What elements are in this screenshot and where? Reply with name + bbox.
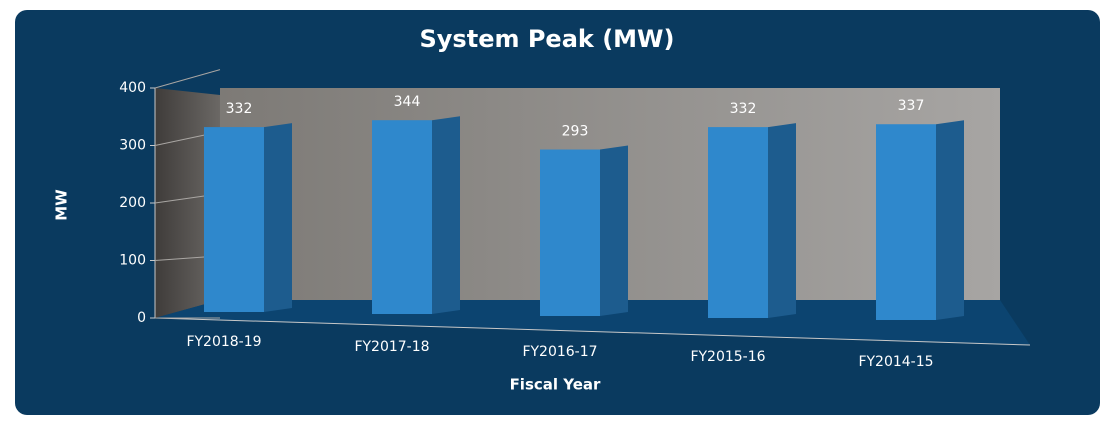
value-label: 332 xyxy=(730,101,757,117)
x-tick-label: FY2018-19 xyxy=(186,334,261,350)
grid-line xyxy=(154,69,221,89)
x-tick-label: FY2017-18 xyxy=(354,339,429,355)
x-tick-label: FY2014-15 xyxy=(858,354,933,370)
y-tick-label: 0 xyxy=(137,310,146,326)
value-label: 332 xyxy=(226,101,253,117)
bar xyxy=(204,127,264,312)
bar-side xyxy=(768,123,796,318)
x-axis xyxy=(154,317,1031,346)
bar-side xyxy=(600,145,628,316)
bar xyxy=(708,127,768,318)
bar xyxy=(876,124,936,320)
side-wall xyxy=(155,88,220,318)
bar-side xyxy=(432,116,460,314)
value-label: 337 xyxy=(898,98,925,114)
chart-title: System Peak (MW) xyxy=(420,25,675,53)
x-tick-label: FY2015-16 xyxy=(690,349,765,365)
y-tick-label: 200 xyxy=(119,195,146,211)
y-axis-title: MW xyxy=(53,189,71,221)
value-label: 344 xyxy=(394,94,421,110)
x-axis-title: Fiscal Year xyxy=(510,376,601,394)
y-tick-label: 300 xyxy=(119,138,146,154)
y-tick-label: 400 xyxy=(119,80,146,96)
bar xyxy=(372,120,432,314)
value-label: 293 xyxy=(562,124,589,140)
bar xyxy=(540,149,600,316)
x-tick-label: FY2016-17 xyxy=(522,344,597,360)
y-tick-label: 100 xyxy=(119,253,146,269)
bar-side xyxy=(936,120,964,320)
bar-side xyxy=(264,123,292,312)
